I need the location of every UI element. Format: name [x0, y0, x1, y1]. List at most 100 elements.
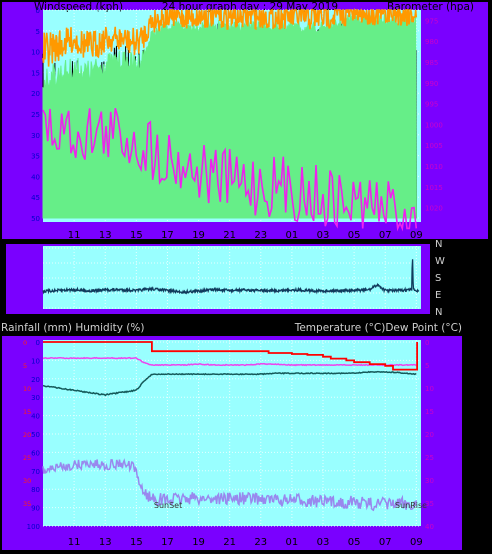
sun-annotation: SunRise: [395, 501, 427, 510]
temp-hum-rain-plot-area: [43, 340, 421, 526]
wind-baro-series: [42, 8, 418, 232]
rain-tick-label: 35: [23, 500, 31, 508]
x-tick-label: 01: [286, 230, 299, 241]
y-tick-label: 1000: [425, 121, 443, 129]
rain-tick-label: 0: [23, 339, 27, 347]
series-rainfall: [43, 341, 418, 371]
x-tick-label: 19: [192, 230, 205, 241]
y-tick-label: 0: [36, 7, 40, 15]
y-tick-label: 990: [425, 80, 438, 88]
series-wind-min: [42, 8, 418, 67]
y-tick-label: 90: [31, 505, 40, 513]
y-tick-label: 10: [31, 49, 40, 57]
y-tick-label: 975: [425, 17, 438, 25]
y-tick-label: 35: [31, 153, 40, 161]
x-tick-label: 15: [130, 230, 143, 241]
series-wind-direction: [42, 259, 420, 295]
rain-tick-label: 30: [23, 477, 31, 485]
y-tick-label: 30: [425, 477, 434, 485]
y-tick-label: 25: [31, 111, 40, 119]
y-tick-label: 1015: [425, 184, 443, 192]
x-tick-label: 09: [410, 537, 423, 548]
sun-annotations: SunSet SunRise: [154, 501, 427, 510]
y-tick-label: 35: [425, 500, 434, 508]
series-barometer: [42, 107, 418, 232]
y-tick-label: 15: [425, 408, 434, 416]
x-tick-label: 09: [410, 230, 423, 241]
y-tick-label: 45: [31, 194, 40, 202]
y-tick-label: 40: [31, 413, 40, 421]
x-tick-label: 07: [379, 230, 392, 241]
y-tick-label: 80: [31, 486, 40, 494]
compass-label: E: [435, 290, 441, 301]
x-tick-label: 19: [192, 537, 205, 548]
sun-annotation: SunSet: [154, 501, 182, 510]
compass-label: S: [435, 273, 441, 284]
compass-label: W: [435, 256, 445, 267]
y-tick-label: 40: [425, 523, 434, 531]
compass-label: N: [435, 239, 442, 250]
x-tick-label: 21: [223, 537, 236, 548]
y-tick-label: 980: [425, 38, 438, 46]
x-tick-label: 01: [286, 537, 299, 548]
x-tick-label: 13: [99, 230, 112, 241]
y-tick-label: 30: [31, 132, 40, 140]
x-tick-label: 17: [161, 537, 174, 548]
x-tick-label: 07: [379, 537, 392, 548]
x-tick-label: 21: [223, 230, 236, 241]
y-tick-label: 70: [31, 468, 40, 476]
windspeed-ticks: 0 5 10 15 20 25 30 35 40 45 50: [31, 7, 40, 223]
y-tick-label: 995: [425, 101, 438, 109]
y-tick-label: 20: [31, 376, 40, 384]
y-tick-label: 0: [425, 339, 429, 347]
wind-baro-x-ticks: 11 13 15 17 19 21 23 01 03 05 07 09: [68, 230, 423, 241]
y-tick-label: 50: [31, 215, 40, 223]
y-tick-label: 10: [425, 385, 434, 393]
temperature-axis-title: Temperature (°C)Dew Point (°C): [294, 322, 462, 334]
y-tick-label: 20: [31, 90, 40, 98]
y-tick-label: 1020: [425, 205, 443, 213]
compass-label: N: [435, 307, 442, 318]
y-tick-label: 10: [31, 357, 40, 365]
rain-tick-label: 10: [23, 385, 31, 393]
y-tick-label: 1010: [425, 163, 443, 171]
y-tick-label: 15: [31, 69, 40, 77]
windspeed-axis-title: Windspeed (kph): [34, 1, 123, 13]
wind-direction-series: [42, 259, 420, 295]
x-tick-label: 05: [348, 537, 361, 548]
x-tick-label: 23: [254, 537, 267, 548]
x-tick-label: 23: [254, 230, 267, 241]
series-humidity: [42, 458, 418, 512]
y-tick-label: 25: [425, 454, 434, 462]
barometer-ticks: 975 980 985 990 995 1000 1005 1010 1015 1020: [425, 17, 443, 212]
x-tick-label: 05: [348, 230, 361, 241]
y-tick-label: 5: [36, 28, 40, 36]
rain-tick-label: 25: [23, 454, 31, 462]
y-tick-label: 50: [31, 431, 40, 439]
x-tick-label: 11: [68, 537, 81, 548]
rain-tick-label: 20: [23, 431, 31, 439]
rain-tick-label: 5: [23, 362, 27, 370]
y-tick-label: 5: [425, 362, 429, 370]
y-tick-label: 20: [425, 431, 434, 439]
series-temperature: [42, 370, 417, 397]
temp-hum-rain-x-ticks: 11 13 15 17 19 21 23 01 03 05 07 09: [68, 537, 423, 548]
y-tick-label: 40: [31, 173, 40, 181]
x-tick-label: 15: [130, 537, 143, 548]
y-tick-label: 60: [31, 449, 40, 457]
y-tick-label: 100: [27, 523, 40, 531]
rain-humidity-axis-title: Rainfall (mm) Humidity (%): [1, 322, 144, 334]
temp-hum-rain-series: [42, 341, 418, 512]
y-tick-label: 0: [36, 339, 40, 347]
wind-direction-grid: [43, 246, 421, 309]
series-dew-point: [42, 356, 417, 367]
x-tick-label: 11: [68, 230, 81, 241]
y-tick-label: 1005: [425, 142, 443, 150]
y-tick-label: 30: [31, 394, 40, 402]
temperature-ticks: 0 5 10 15 20 25 30 35 40: [425, 339, 434, 531]
rain-tick-label: 15: [23, 408, 31, 416]
x-tick-label: 03: [317, 537, 330, 548]
